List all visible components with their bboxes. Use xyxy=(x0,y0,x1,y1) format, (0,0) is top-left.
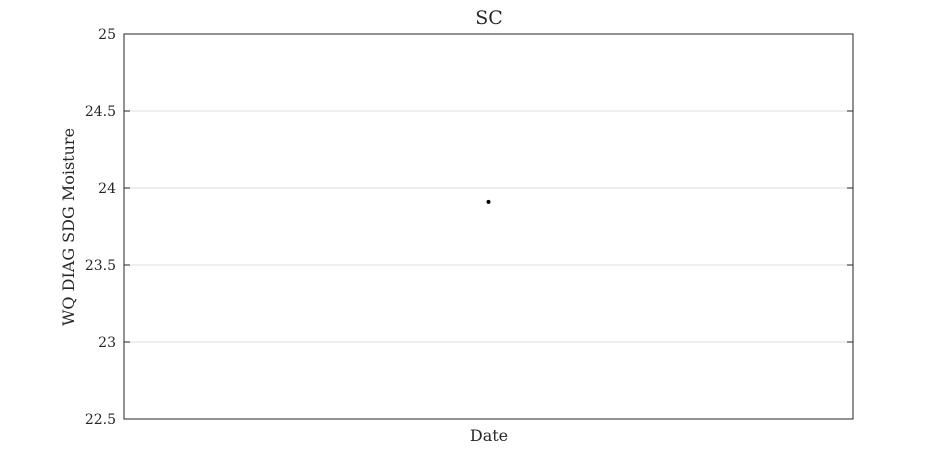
data-point xyxy=(486,199,491,204)
x-axis-label: Date xyxy=(470,426,508,445)
data-points xyxy=(486,199,491,204)
grid-lines xyxy=(124,110,853,343)
y-axis-label: WQ DIAG SDG Moisture xyxy=(59,128,78,326)
y-tick-label: 23 xyxy=(98,335,116,351)
plot-area-frame xyxy=(123,33,854,420)
y-tick-label: 24 xyxy=(98,181,116,197)
y-tick-label: 25 xyxy=(98,27,116,43)
y-tick-label: 24.5 xyxy=(85,104,116,120)
y-axis-tick-labels: 22.5 23 23.5 24 24.5 25 xyxy=(85,27,116,428)
y-tick-label: 22.5 xyxy=(85,412,116,428)
chart-title: SC xyxy=(475,7,503,29)
y-axis-ticks xyxy=(124,33,853,420)
y-tick-label: 23.5 xyxy=(85,258,116,274)
